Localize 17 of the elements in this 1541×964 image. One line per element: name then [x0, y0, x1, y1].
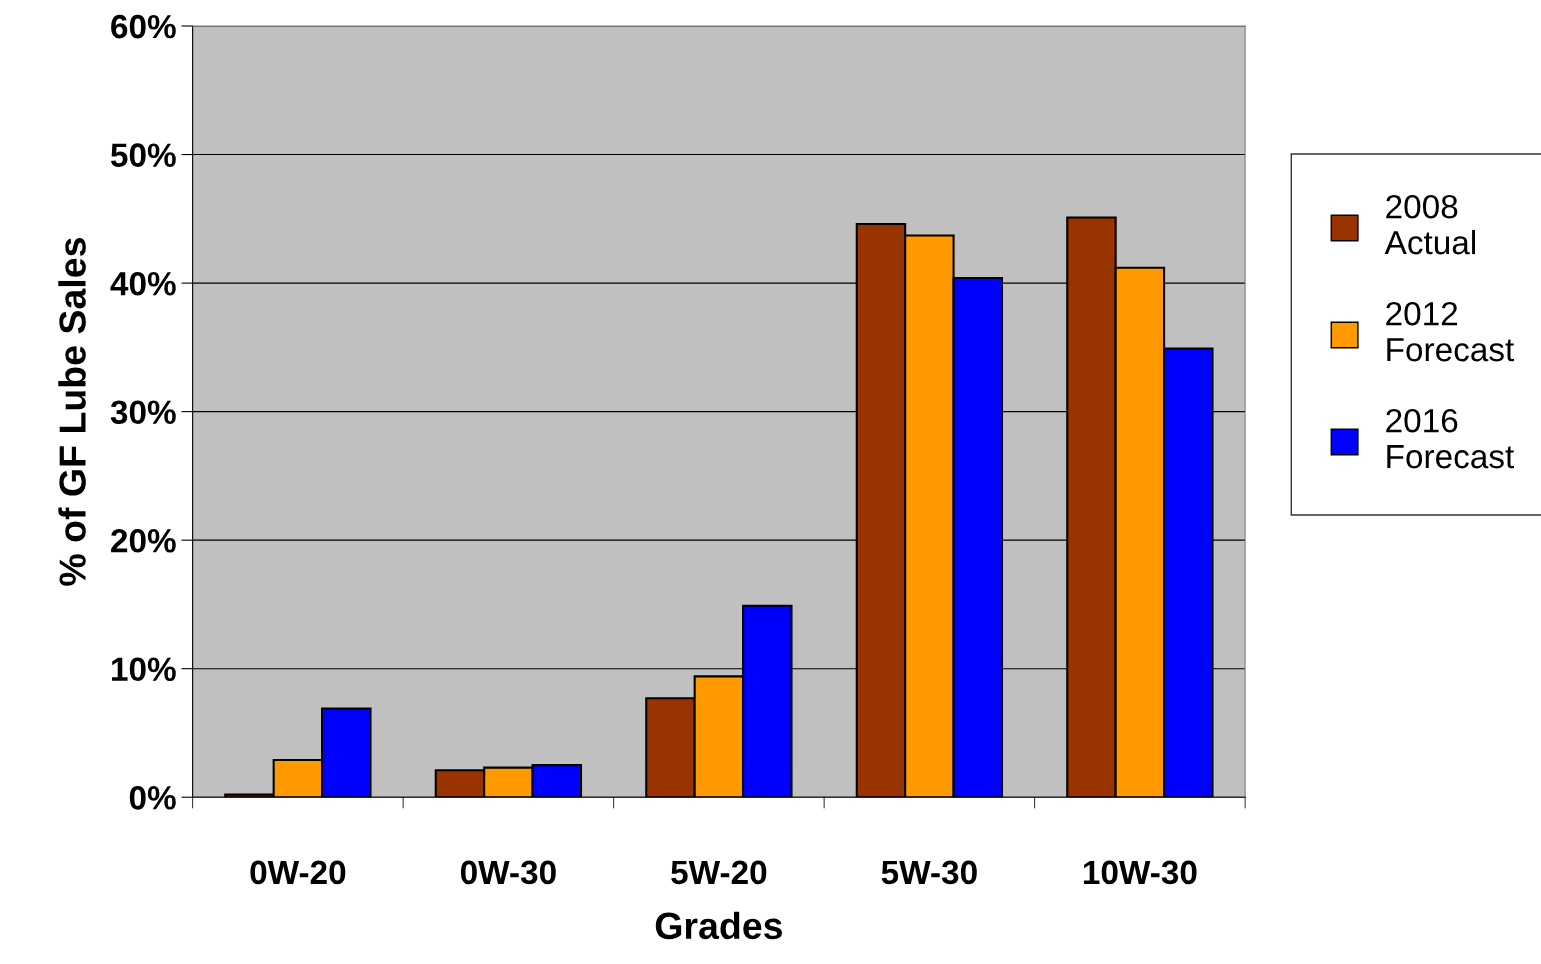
- y-tick-label: 50%: [110, 143, 176, 167]
- x-tick-label: 5W-20: [671, 860, 767, 885]
- legend-label: 2008 Actual: [1384, 194, 1476, 255]
- y-axis-title: % of GF Lube Sales: [58, 238, 86, 586]
- legend-label: 2016 Forecast: [1386, 408, 1515, 469]
- y-tick-label: 10%: [112, 657, 176, 682]
- x-tick-label: 0W-20: [250, 860, 346, 885]
- y-tick-label: 40%: [110, 271, 176, 296]
- x-tick-label: 0W-30: [460, 860, 556, 885]
- x-axis-title: Grades: [655, 911, 782, 940]
- y-tick-label: 0%: [129, 786, 176, 810]
- y-tick-label: 60%: [111, 14, 176, 39]
- y-tick-label: 30%: [110, 400, 176, 425]
- y-tick-label: 20%: [111, 528, 176, 553]
- legend-label: 2012 Forecast: [1386, 301, 1515, 362]
- x-tick-label: 10W-30: [1083, 860, 1197, 885]
- x-tick-label: 5W-30: [881, 860, 977, 885]
